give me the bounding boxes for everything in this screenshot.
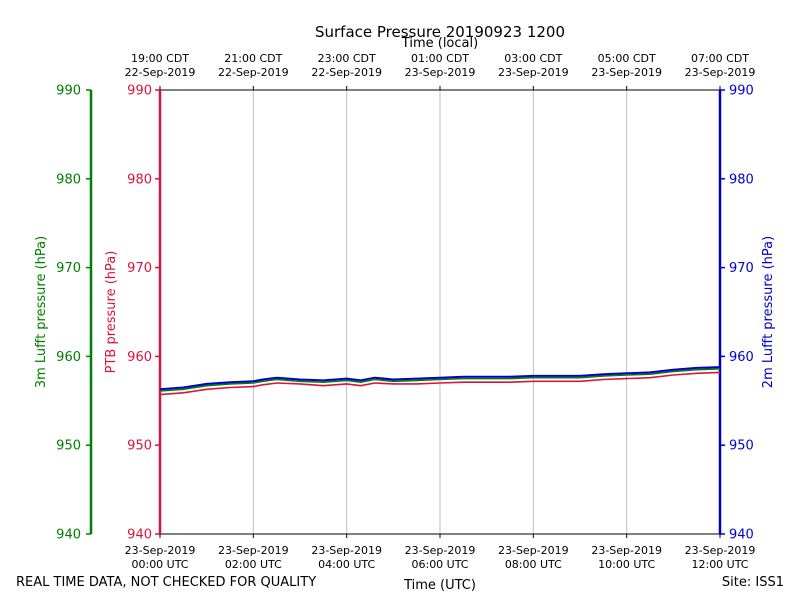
series-line-lufft2m: [159, 366, 721, 391]
lufft3m-tick-label: 950: [56, 439, 81, 454]
lufft3m-tick-label: 980: [56, 172, 81, 187]
x-tick-label-date: 23-Sep-2019: [591, 544, 662, 557]
ptb-tick-label: 990: [127, 84, 152, 99]
x-tick-label-local-date: 22-Sep-2019: [311, 66, 382, 79]
x-tick-label-local-date: 23-Sep-2019: [685, 66, 756, 79]
x-tick-label-time: 12:00 UTC: [691, 558, 748, 571]
x-tick-label-time: 00:00 UTC: [131, 558, 188, 571]
quality-note: REAL TIME DATA, NOT CHECKED FOR QUALITY: [16, 575, 317, 590]
ptb-tick-label: 970: [127, 261, 152, 276]
bottom-axis-label: Time (UTC): [403, 578, 476, 593]
lufft2m-tick-label: 960: [729, 350, 754, 365]
x-tick-label-local-time: 05:00 CDT: [598, 52, 656, 65]
lufft2m-tick-label: 980: [729, 172, 754, 187]
x-tick-label-local-date: 23-Sep-2019: [591, 66, 662, 79]
x-tick-label-time: 10:00 UTC: [598, 558, 655, 571]
grid-lines: [252, 90, 628, 534]
x-tick-label-local-time: 03:00 CDT: [504, 52, 562, 65]
chart-title: Surface Pressure 20190923 1200: [315, 23, 565, 41]
x-tick-label-time: 08:00 UTC: [505, 558, 562, 571]
x-tick-label-local-time: 21:00 CDT: [224, 52, 282, 65]
x-tick-label-local-date: 23-Sep-2019: [405, 66, 476, 79]
x-tick-label-date: 23-Sep-2019: [311, 544, 382, 557]
x-tick-label-local-time: 23:00 CDT: [318, 52, 376, 65]
x-tick-label-local-time: 07:00 CDT: [691, 52, 749, 65]
x-tick-label-local-time: 01:00 CDT: [411, 52, 469, 65]
x-tick-label-date: 23-Sep-2019: [218, 544, 289, 557]
lufft2m-tick-label: 990: [729, 84, 754, 99]
x-tick-label-local-date: 22-Sep-2019: [218, 66, 289, 79]
top-axis-label: Time (local): [401, 36, 478, 51]
ptb-axis-label: PTB pressure (hPa): [104, 251, 119, 374]
lufft3m-tick-label: 970: [56, 261, 81, 276]
lufft2m-axis-label: 2m Lufft pressure (hPa): [761, 236, 776, 388]
series-line-ptb: [159, 371, 721, 396]
x-tick-label-local-date: 23-Sep-2019: [498, 66, 569, 79]
x-tick-label-local-date: 22-Sep-2019: [125, 66, 196, 79]
axis-tick-labels: 940 950 960 970 980 990 940 950 960 970 980 990 940 9…: [34, 52, 776, 571]
x-tick-label-date: 23-Sep-2019: [685, 544, 756, 557]
lufft2m-tick-label: 970: [729, 261, 754, 276]
ptb-tick-label: 940: [127, 528, 152, 543]
x-tick-label-local-time: 19:00 CDT: [131, 52, 189, 65]
lufft2m-tick-label: 950: [729, 439, 754, 454]
axes: [86, 86, 725, 538]
x-tick-label-date: 23-Sep-2019: [498, 544, 569, 557]
x-tick-label-date: 23-Sep-2019: [405, 544, 476, 557]
ptb-tick-label: 960: [127, 350, 152, 365]
lufft3m-axis-label: 3m Lufft pressure (hPa): [34, 236, 49, 388]
site-label: Site: ISS1: [721, 575, 784, 590]
x-tick-label-date: 23-Sep-2019: [125, 544, 196, 557]
x-tick-label-time: 06:00 UTC: [411, 558, 468, 571]
series-lines: [159, 366, 721, 396]
x-tick-label-time: 04:00 UTC: [318, 558, 375, 571]
lufft3m-tick-label: 940: [56, 528, 81, 543]
lufft2m-tick-label: 940: [729, 528, 754, 543]
lufft3m-tick-label: 960: [56, 350, 81, 365]
lufft3m-tick-label: 990: [56, 84, 81, 99]
ptb-tick-label: 980: [127, 172, 152, 187]
ptb-tick-label: 950: [127, 439, 152, 454]
series-line-lufft3m: [159, 368, 721, 392]
x-tick-label-time: 02:00 UTC: [225, 558, 282, 571]
